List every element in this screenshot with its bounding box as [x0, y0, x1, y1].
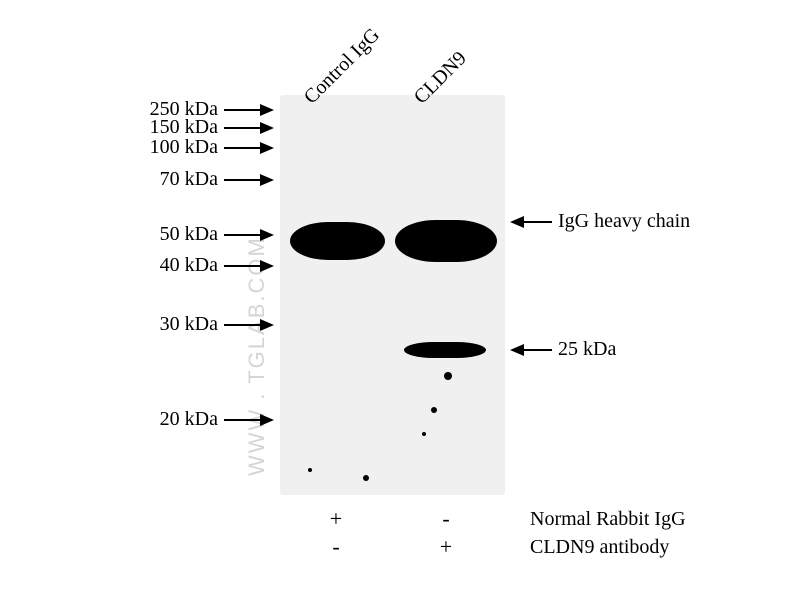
pm-row1-lane1: +	[436, 534, 456, 560]
mw-arrow-stem	[224, 147, 260, 149]
band-igg-heavy-lane1	[395, 220, 497, 262]
mw-label-40: 40 kDa	[128, 254, 218, 277]
annot-arrow-head	[510, 216, 524, 228]
mw-arrow-stem	[224, 127, 260, 129]
mw-arrow-head	[260, 142, 274, 154]
pm-row0-lane1: -	[436, 506, 456, 532]
annot-arrow-stem	[524, 221, 552, 223]
mw-label-70: 70 kDa	[128, 168, 218, 191]
blot-spot	[444, 372, 452, 380]
band-igg-heavy-lane0	[290, 222, 385, 260]
mw-arrow-head	[260, 229, 274, 241]
mw-arrow-head	[260, 260, 274, 272]
mw-arrow-head	[260, 414, 274, 426]
blot-spot	[308, 468, 312, 472]
pm-row1-lane0: -	[326, 534, 346, 560]
mw-arrow-stem	[224, 419, 260, 421]
mw-label-30: 30 kDa	[128, 313, 218, 336]
blot-membrane	[280, 95, 505, 495]
mw-arrow-head	[260, 174, 274, 186]
mw-arrow-stem	[224, 179, 260, 181]
mw-arrow-stem	[224, 109, 260, 111]
mw-arrow-stem	[224, 265, 260, 267]
blot-spot	[363, 475, 369, 481]
annot-igg-heavy: IgG heavy chain	[558, 210, 690, 233]
annot-25kda: 25 kDa	[558, 338, 616, 361]
annot-arrow-head	[510, 344, 524, 356]
figure-container: WWW . TGLAB.COM 250 kDa 150 kDa 100 kDa …	[0, 0, 800, 600]
mw-arrow-head	[260, 122, 274, 134]
blot-spot	[422, 432, 426, 436]
mw-label-20: 20 kDa	[128, 408, 218, 431]
mw-label-50: 50 kDa	[128, 223, 218, 246]
mw-arrow-stem	[224, 234, 260, 236]
pm-row0-lane0: +	[326, 506, 346, 532]
bottom-label-row1: CLDN9 antibody	[530, 536, 669, 559]
annot-arrow-stem	[524, 349, 552, 351]
mw-label-100: 100 kDa	[128, 136, 218, 159]
mw-arrow-head	[260, 104, 274, 116]
band-25kda	[404, 342, 486, 358]
mw-arrow-stem	[224, 324, 260, 326]
watermark: WWW . TGLAB.COM	[244, 236, 270, 476]
blot-spot	[431, 407, 437, 413]
bottom-label-row0: Normal Rabbit IgG	[530, 508, 686, 531]
mw-arrow-head	[260, 319, 274, 331]
